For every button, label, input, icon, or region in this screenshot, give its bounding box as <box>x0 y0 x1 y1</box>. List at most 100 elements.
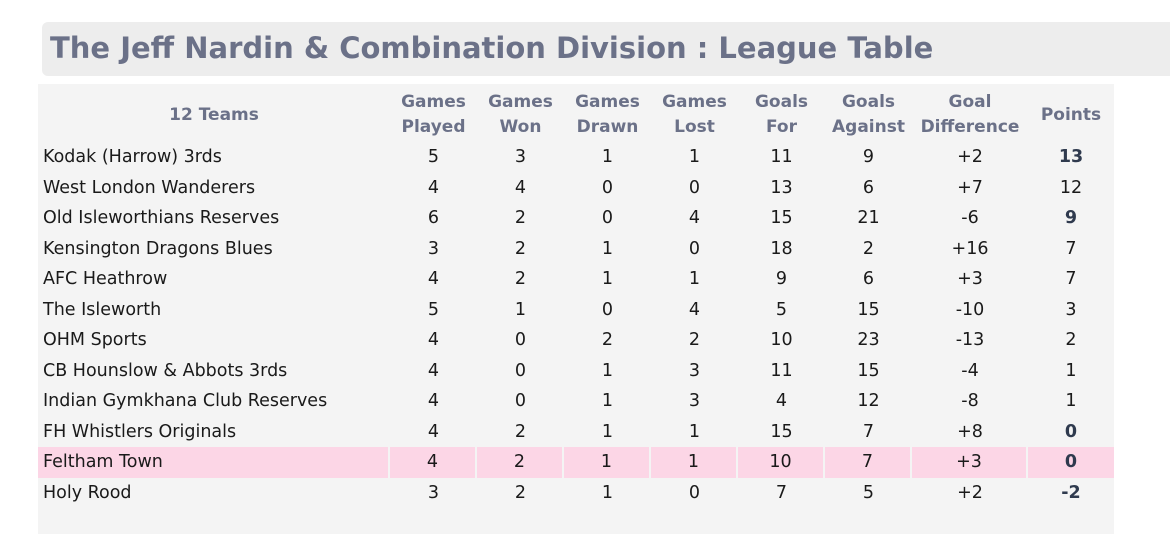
table-row: AFC Heathrow 4 2 1 1 9 6 +3 7 <box>38 264 1114 295</box>
goals-against-cell: 7 <box>862 421 875 442</box>
goal-difference-cell: +2 <box>957 147 983 168</box>
games-won-cell: 4 <box>514 177 527 198</box>
league-table-panel: 12 Teams Games Played Games Won Games Drawn… <box>38 84 1114 534</box>
header-goal-difference: Goal Difference <box>920 92 1020 137</box>
games-lost-cell: 1 <box>688 269 701 290</box>
points-cell: 1 <box>1065 391 1077 412</box>
games-drawn-cell: 1 <box>601 482 614 503</box>
games-lost-cell: 0 <box>688 482 701 503</box>
league-table: 12 Teams Games Played Games Won Games Drawn… <box>38 88 1114 508</box>
goals-for-cell: 10 <box>738 447 825 478</box>
games-won-cell: 2 <box>477 447 564 478</box>
games-drawn-cell: 1 <box>601 391 614 412</box>
games-won-cell: 0 <box>514 391 527 412</box>
table-row: Indian Gymkhana Club Reserves 4 0 1 3 4 12 -8 1 <box>38 386 1114 417</box>
table-header-row: 12 Teams Games Played Games Won Games Drawn… <box>38 88 1114 142</box>
header-games-lost: Games Lost <box>662 92 727 137</box>
goal-difference-cell: -4 <box>961 360 979 381</box>
games-won-cell: 2 <box>514 482 527 503</box>
games-played-cell: 4 <box>427 360 440 381</box>
header-goals-for: Goals For <box>754 92 809 137</box>
points-cell: 7 <box>1065 269 1077 290</box>
games-won-cell: 1 <box>514 299 527 320</box>
goals-for-cell: 15 <box>770 421 793 442</box>
games-won-cell: 2 <box>514 421 527 442</box>
games-played-cell: 4 <box>427 330 440 351</box>
goals-against-cell: 7 <box>825 447 912 478</box>
points-cell: 0 <box>1064 421 1078 442</box>
page-title: The Jeff Nardin & Combination Division :… <box>50 31 934 65</box>
games-played-cell: 4 <box>390 447 477 478</box>
games-played-cell: 3 <box>427 482 440 503</box>
goal-difference-cell: +3 <box>957 269 983 290</box>
team-name-cell: FH Whistlers Originals <box>43 421 237 442</box>
goals-for-cell: 4 <box>775 391 788 412</box>
points-cell: 1 <box>1065 360 1077 381</box>
games-played-cell: 4 <box>427 391 440 412</box>
games-drawn-cell: 1 <box>601 360 614 381</box>
goals-against-cell: 12 <box>857 391 880 412</box>
points-cell: 3 <box>1065 299 1077 320</box>
table-row: OHM Sports 4 0 2 2 10 23 -13 2 <box>38 325 1114 356</box>
games-lost-cell: 1 <box>651 447 738 478</box>
header-points: Points <box>1040 104 1102 125</box>
table-row: FH Whistlers Originals 4 2 1 1 15 7 +8 0 <box>38 417 1114 448</box>
goal-difference-cell: +7 <box>957 177 983 198</box>
games-lost-cell: 3 <box>688 360 701 381</box>
goals-against-cell: 6 <box>862 269 875 290</box>
table-row: West London Wanderers 4 4 0 0 13 6 +7 12 <box>38 173 1114 204</box>
goals-against-cell: 23 <box>857 330 880 351</box>
games-drawn-cell: 1 <box>601 421 614 442</box>
goal-difference-cell: +8 <box>957 421 983 442</box>
header-games-drawn: Games Drawn <box>575 92 640 137</box>
games-played-cell: 4 <box>427 177 440 198</box>
team-name-cell: West London Wanderers <box>43 177 256 198</box>
points-cell: -2 <box>1061 482 1081 503</box>
games-lost-cell: 4 <box>688 208 701 229</box>
goal-difference-cell: -10 <box>955 299 985 320</box>
goals-for-cell: 11 <box>770 360 793 381</box>
games-played-cell: 4 <box>427 269 440 290</box>
team-name-cell: Kodak (Harrow) 3rds <box>43 147 222 168</box>
goal-difference-cell: +3 <box>912 447 1028 478</box>
goals-against-cell: 15 <box>857 299 880 320</box>
team-name-cell: Feltham Town <box>38 447 390 478</box>
games-won-cell: 2 <box>514 208 527 229</box>
points-cell: 9 <box>1064 208 1078 229</box>
goals-against-cell: 9 <box>862 147 875 168</box>
goal-difference-cell: -8 <box>961 391 979 412</box>
games-drawn-cell: 1 <box>601 147 614 168</box>
header-games-played: Games Played <box>401 92 466 137</box>
points-cell: 7 <box>1065 238 1077 259</box>
team-name-cell: CB Hounslow & Abbots 3rds <box>43 360 288 381</box>
table-row: The Isleworth 5 1 0 4 5 15 -10 3 <box>38 295 1114 326</box>
goal-difference-cell: +2 <box>957 482 983 503</box>
team-name-cell: Kensington Dragons Blues <box>43 238 273 259</box>
goal-difference-cell: +16 <box>951 238 989 259</box>
goals-for-cell: 11 <box>770 147 793 168</box>
table-row: CB Hounslow & Abbots 3rds 4 0 1 3 11 15 -4 1 <box>38 356 1114 387</box>
goals-against-cell: 21 <box>857 208 880 229</box>
games-played-cell: 5 <box>427 299 440 320</box>
goals-for-cell: 9 <box>775 269 788 290</box>
goals-against-cell: 5 <box>862 482 875 503</box>
games-won-cell: 2 <box>514 238 527 259</box>
points-cell: 0 <box>1028 447 1114 478</box>
goal-difference-cell: -13 <box>955 330 985 351</box>
games-drawn-cell: 0 <box>601 208 614 229</box>
games-won-cell: 0 <box>514 360 527 381</box>
games-lost-cell: 3 <box>688 391 701 412</box>
goals-for-cell: 7 <box>775 482 788 503</box>
goals-against-cell: 2 <box>862 238 875 259</box>
table-row: Kodak (Harrow) 3rds 5 3 1 1 11 9 +2 13 <box>38 142 1114 173</box>
header-teams: 12 Teams <box>169 104 259 125</box>
games-drawn-cell: 2 <box>601 330 614 351</box>
header-goals-against: Goals Against <box>832 92 905 137</box>
games-played-cell: 5 <box>427 147 440 168</box>
team-name-cell: Holy Rood <box>43 482 132 503</box>
games-drawn-cell: 1 <box>601 238 614 259</box>
goals-for-cell: 5 <box>775 299 788 320</box>
table-row: Old Isleworthians Reserves 6 2 0 4 15 21 -6 9 <box>38 203 1114 234</box>
league-table-body: Kodak (Harrow) 3rds 5 3 1 1 11 9 +2 13 West Londo… <box>38 142 1114 508</box>
team-name-cell: The Isleworth <box>43 299 162 320</box>
